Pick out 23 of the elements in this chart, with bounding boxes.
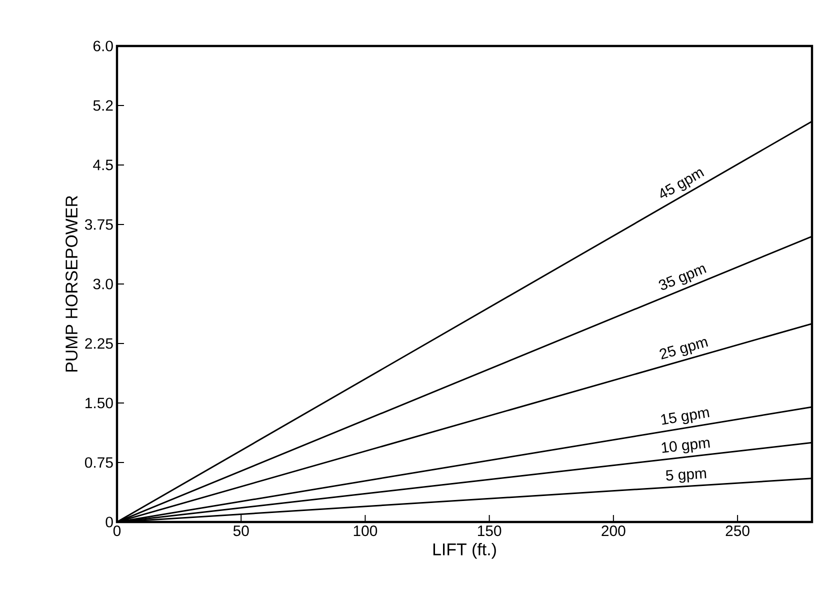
y-tick-label: 3.0: [93, 278, 113, 290]
x-tick-label: 200: [602, 526, 626, 536]
text: 10 gpm: [662, 440, 710, 454]
x-tick-label: 100: [354, 526, 378, 536]
x-axis-title: LIFT (ft.): [433, 542, 496, 559]
y-tick-label: 6.0: [93, 40, 113, 52]
series-label: 5 gpm: [666, 470, 706, 483]
x-tick-label: 50: [233, 526, 249, 536]
y-tick-label: 0.75: [84, 457, 113, 468]
y-tick-label: 3.75: [84, 219, 113, 230]
y-tick-label: 1.50: [86, 398, 113, 408]
text: 25 gpm: [660, 339, 708, 360]
y-axis-title: PUMP HORSEPOWER: [66, 196, 78, 372]
x-tick-label: 0: [113, 526, 121, 536]
y-tick-label: 2.25: [85, 338, 113, 349]
text: 35 gpm: [658, 266, 706, 290]
y-tick-label: 0: [106, 516, 113, 528]
x-tick-label: 150: [478, 526, 502, 536]
x-tick-label: 250: [726, 526, 750, 536]
text: 15 gpm: [661, 409, 710, 425]
text: 45 gpm: [660, 169, 704, 198]
y-tick-label: 5.2: [93, 100, 113, 111]
y-tick-label: 4.5: [93, 160, 113, 170]
